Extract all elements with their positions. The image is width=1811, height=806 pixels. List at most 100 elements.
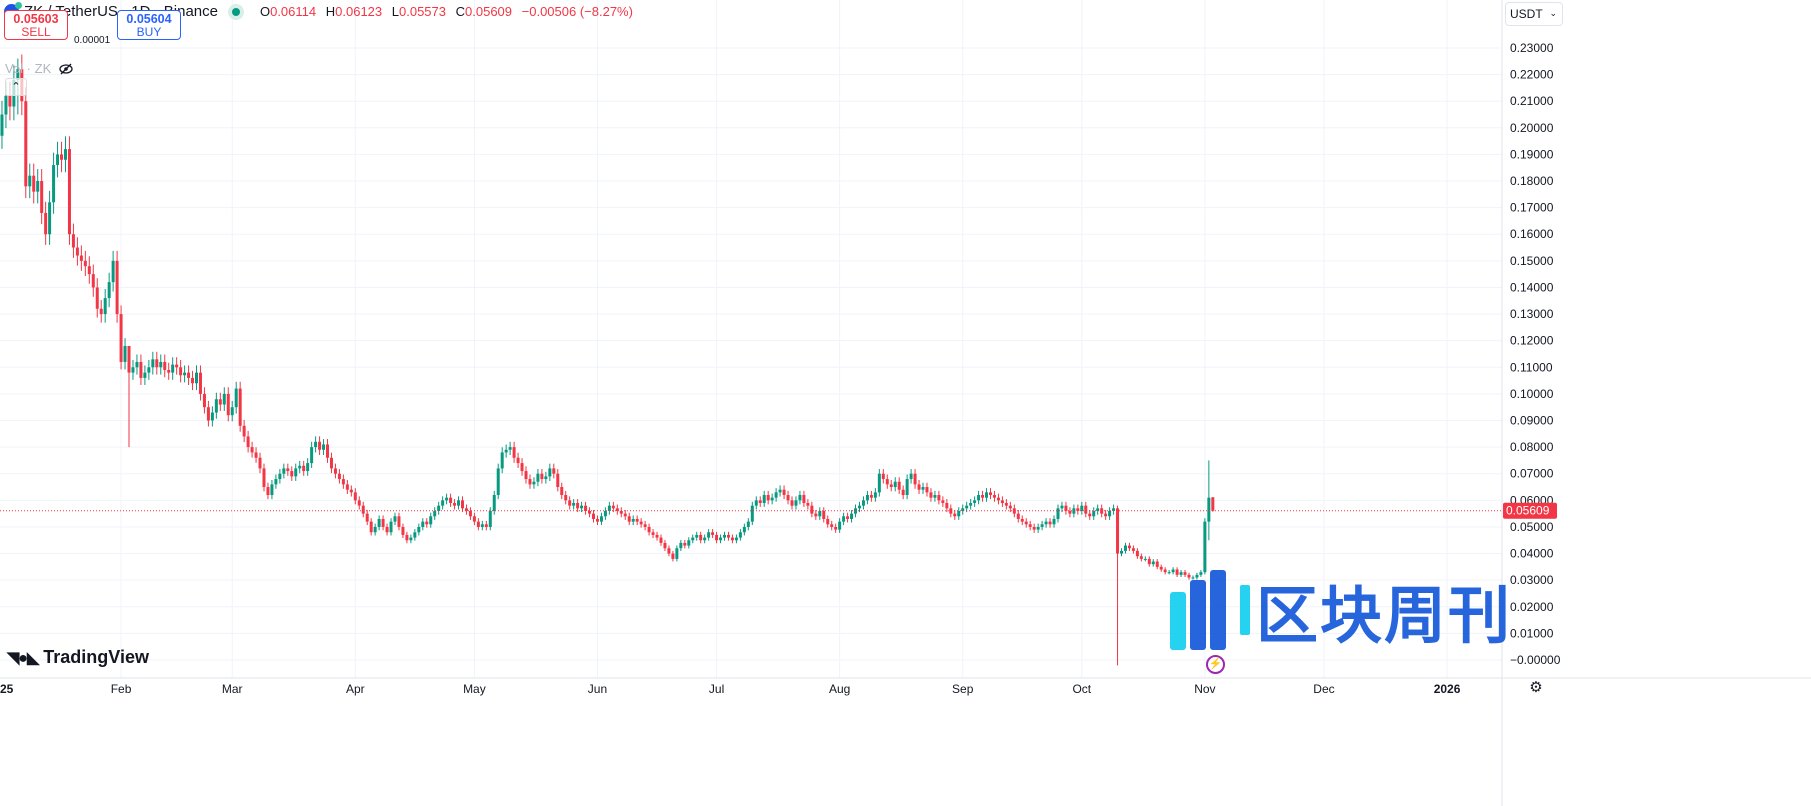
candle (1040, 520, 1044, 531)
candle (516, 452, 520, 469)
watermark-bars-icon (1170, 570, 1226, 650)
candle (1167, 569, 1171, 575)
candle (814, 509, 818, 520)
candle (1127, 542, 1131, 552)
x-tick-label: Aug (829, 682, 850, 696)
candle (687, 537, 691, 549)
candle (262, 463, 266, 492)
candle-body (95, 287, 99, 309)
candle (1004, 499, 1008, 510)
candle (572, 499, 576, 510)
candle (1135, 548, 1139, 559)
candle-body (179, 367, 183, 376)
volume-indicator-legend[interactable]: Vol · ZK (5, 61, 73, 76)
candle-body (52, 165, 56, 203)
buy-button[interactable]: 0.05604 BUY (117, 10, 181, 40)
candle-body (171, 364, 175, 373)
candle-body (1092, 510, 1096, 517)
currency-select[interactable]: USDT ⌄ (1505, 2, 1563, 26)
y-tick-label: 0.16000 (1510, 227, 1554, 241)
candle (195, 365, 198, 391)
candle-body (742, 526, 746, 533)
sell-button[interactable]: 0.05603 SELL (4, 10, 68, 40)
candle-body (1080, 505, 1084, 511)
candle (667, 545, 671, 557)
candle (560, 482, 564, 500)
candle-body (226, 393, 230, 416)
candle-body (155, 359, 159, 368)
candle-body (44, 212, 48, 235)
candle-body (36, 181, 40, 192)
candles (0, 54, 1215, 666)
candle-body (524, 471, 528, 480)
candle (703, 534, 707, 544)
candle-body (1151, 561, 1155, 565)
candle (508, 441, 512, 456)
chart-settings-icon[interactable]: ⚙ (1529, 679, 1543, 696)
candle-body (1104, 513, 1108, 517)
candle-body (687, 540, 691, 546)
candle-body (782, 489, 786, 496)
candle-body (91, 274, 95, 288)
candle-body (453, 503, 457, 506)
candle-body (834, 526, 838, 530)
candle-body (929, 492, 933, 498)
candle (230, 400, 234, 422)
candle-body (663, 542, 667, 549)
eye-hidden-icon[interactable] (59, 63, 73, 75)
candle (48, 190, 52, 245)
candle-body (1120, 550, 1124, 554)
candle (484, 520, 488, 531)
candle (179, 359, 183, 383)
candle (131, 359, 135, 380)
candle-body (631, 518, 635, 522)
candle (441, 496, 445, 510)
candle-body (250, 447, 254, 453)
tradingview-text: TradingView (43, 647, 149, 667)
candle-body (1004, 503, 1008, 506)
candle-body (214, 399, 218, 413)
candle (210, 406, 214, 427)
candle-body (814, 513, 818, 517)
lightning-event-icon[interactable]: ⚡ (1206, 655, 1225, 674)
collapse-legend-button[interactable]: ⌃ (5, 78, 27, 96)
y-tick-label: 0.02000 (1510, 600, 1554, 614)
candle-body (353, 492, 357, 501)
candle (63, 136, 67, 173)
candle (187, 365, 191, 385)
candle (258, 452, 262, 474)
candle (1195, 572, 1199, 580)
candle (1008, 501, 1012, 513)
candle-body (1139, 556, 1143, 559)
tradingview-logo[interactable]: ◥●◣ TradingView (7, 647, 149, 668)
candle (1016, 509, 1020, 523)
candle (127, 346, 131, 448)
sell-price: 0.05603 (13, 12, 59, 26)
open-value: 0.06114 (270, 4, 317, 19)
candle-body (333, 468, 337, 474)
candle (24, 87, 28, 199)
candle (476, 518, 480, 531)
candle-body (949, 508, 953, 514)
candle (691, 534, 695, 544)
y-tick-label: 0.17000 (1510, 201, 1554, 215)
candle (115, 250, 119, 323)
candle-body (294, 468, 298, 477)
candle (1104, 509, 1108, 520)
y-tick-label: 0.22000 (1510, 68, 1554, 82)
candle-body (520, 463, 524, 472)
candle (865, 490, 869, 505)
candle-body (111, 260, 115, 283)
x-tick-label: Sep (952, 682, 974, 696)
candle-body (766, 495, 770, 501)
candle (504, 444, 508, 458)
watermark-accent (1240, 585, 1250, 635)
candle-body (286, 468, 290, 472)
candle (75, 237, 79, 266)
candle-body (151, 359, 155, 368)
candle (413, 529, 417, 541)
candle (1175, 567, 1179, 577)
candle-body (1032, 526, 1036, 530)
candle (564, 490, 568, 505)
